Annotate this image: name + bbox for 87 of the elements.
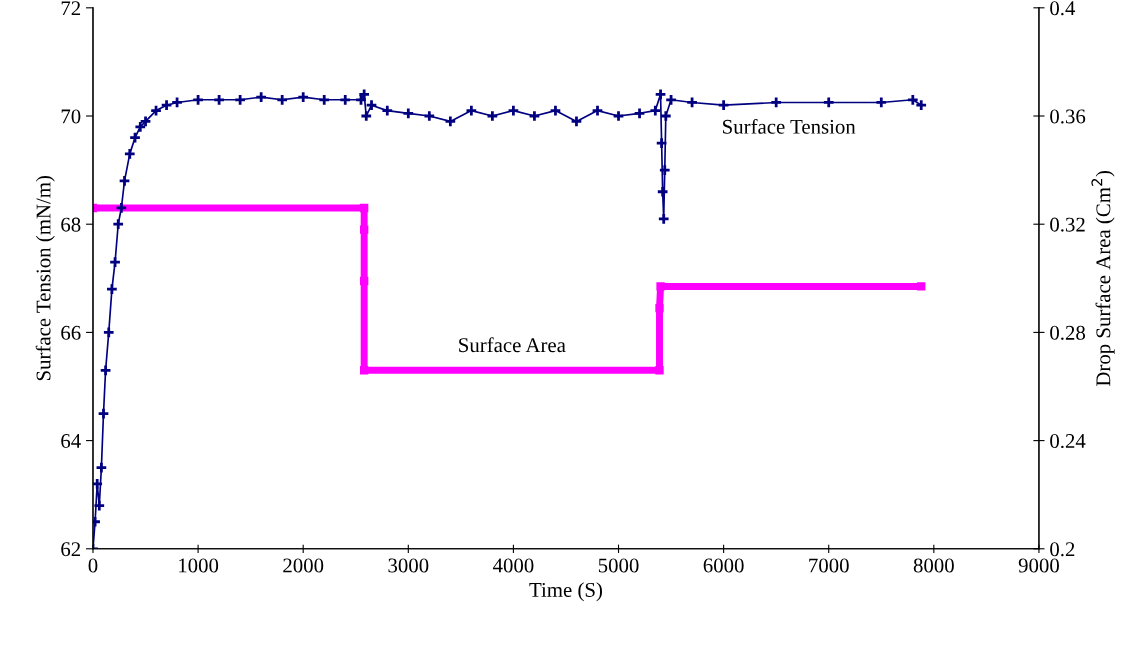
point [685, 96, 699, 109]
point [254, 90, 268, 104]
point [108, 255, 122, 269]
point [360, 109, 373, 123]
point [570, 115, 583, 128]
x-tick-label: 2000 [283, 558, 324, 573]
y2-tick-label: 0.32 [1050, 217, 1085, 232]
point [717, 98, 730, 112]
y2-tick-label: 0.28 [1050, 325, 1086, 340]
series-label: Surface Area [459, 337, 566, 353]
point [95, 461, 108, 474]
y-tick-label: 62 [61, 542, 81, 557]
point [381, 104, 394, 117]
point [486, 109, 499, 123]
point [115, 201, 128, 215]
y-tick-label: 70 [61, 109, 81, 124]
point [359, 366, 369, 375]
point [296, 90, 310, 104]
point [275, 93, 289, 107]
y-tick-label: 68 [61, 217, 81, 232]
x-tick-label: 3000 [388, 558, 429, 573]
x-tick-label: 1000 [179, 558, 219, 573]
point [549, 104, 562, 117]
point [191, 93, 205, 107]
point [233, 93, 247, 107]
point [93, 499, 106, 512]
point [656, 282, 665, 291]
point [149, 104, 163, 117]
point [338, 93, 352, 107]
point [444, 115, 457, 128]
point [402, 107, 415, 120]
x-tick-label: 5000 [598, 558, 639, 573]
x-axis-title: Time (S) [529, 582, 602, 602]
point [528, 109, 541, 123]
point [128, 131, 142, 144]
point [359, 276, 369, 286]
point [118, 174, 131, 188]
y2-tick-label: 0.24 [1050, 433, 1086, 449]
point [507, 104, 520, 117]
point [612, 109, 625, 123]
y2-tick-label: 0.36 [1050, 109, 1086, 124]
x-tick-label: 7000 [809, 558, 849, 573]
point [365, 98, 378, 112]
x-tick-label: 9000 [1018, 558, 1059, 573]
point [105, 282, 119, 296]
point [170, 96, 184, 109]
point [99, 364, 112, 377]
point [97, 407, 110, 420]
point [654, 88, 667, 101]
series-label: Surface Tension [723, 118, 856, 134]
point [160, 98, 173, 112]
point [465, 104, 478, 117]
x-tick-label: 8000 [913, 558, 954, 573]
point [359, 225, 369, 234]
point [658, 163, 672, 177]
point [906, 93, 920, 107]
point [212, 93, 226, 107]
point [914, 98, 928, 112]
point [664, 93, 678, 107]
y-tick-label: 66 [61, 325, 81, 340]
y-axis-title: Surface Tension (mN/m) [35, 175, 55, 381]
point [822, 96, 835, 109]
y-tick-label: 72 [61, 1, 81, 16]
point [917, 282, 926, 291]
point [875, 96, 888, 109]
point [92, 477, 104, 491]
point [633, 107, 646, 120]
x-tick-label: 6000 [703, 558, 744, 573]
y-tick-label: 64 [61, 434, 81, 449]
point [655, 366, 664, 375]
point [111, 217, 125, 231]
point [423, 109, 436, 123]
y2-axis-title: Drop Surface Area (Cm$^{2}$) [1091, 170, 1115, 387]
y2-tick-label: 0.2 [1050, 542, 1075, 557]
point [317, 93, 331, 107]
point [359, 203, 369, 213]
x-tick-label: 4000 [492, 558, 534, 573]
point [655, 136, 668, 150]
point [655, 303, 664, 313]
point [659, 109, 673, 123]
y2-tick-label: 0.4 [1050, 1, 1076, 16]
point [769, 96, 783, 109]
x-tick-label: 0 [88, 558, 98, 573]
point [591, 104, 604, 117]
point [123, 147, 137, 161]
point [657, 212, 670, 226]
point [102, 326, 116, 339]
